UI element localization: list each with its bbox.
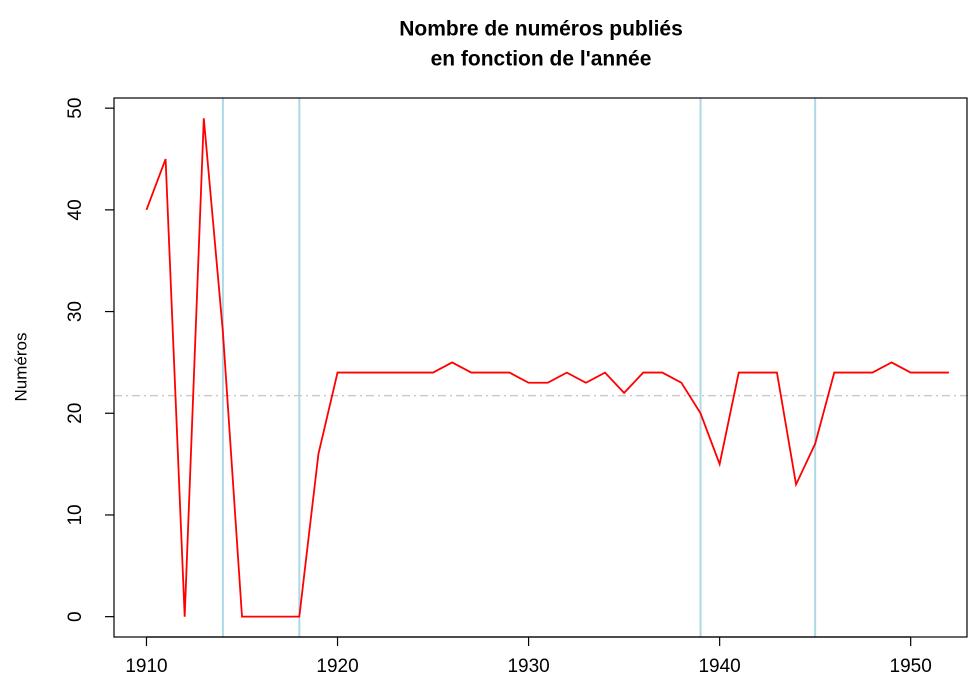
y-axis-label: Numéros	[11, 333, 30, 402]
x-tick-label: 1940	[698, 656, 740, 677]
plot-frame	[113, 97, 968, 638]
x-tick-label: 1950	[890, 656, 932, 677]
y-tick-label: 10	[65, 504, 86, 525]
y-tick-label: 20	[65, 403, 86, 424]
y-tick-label: 50	[65, 98, 86, 119]
y-tick-label: 30	[65, 301, 86, 322]
x-tick-label: 1930	[507, 656, 549, 677]
y-tick-label: 0	[65, 611, 86, 622]
x-tick-label: 1920	[316, 656, 358, 677]
chart-title: Nombre de numéros publiés	[399, 18, 683, 41]
y-tick-label: 40	[65, 199, 86, 220]
x-tick-label: 1910	[125, 656, 167, 677]
data-line	[145, 118, 949, 618]
chart-title: en fonction de l'année	[431, 48, 652, 71]
